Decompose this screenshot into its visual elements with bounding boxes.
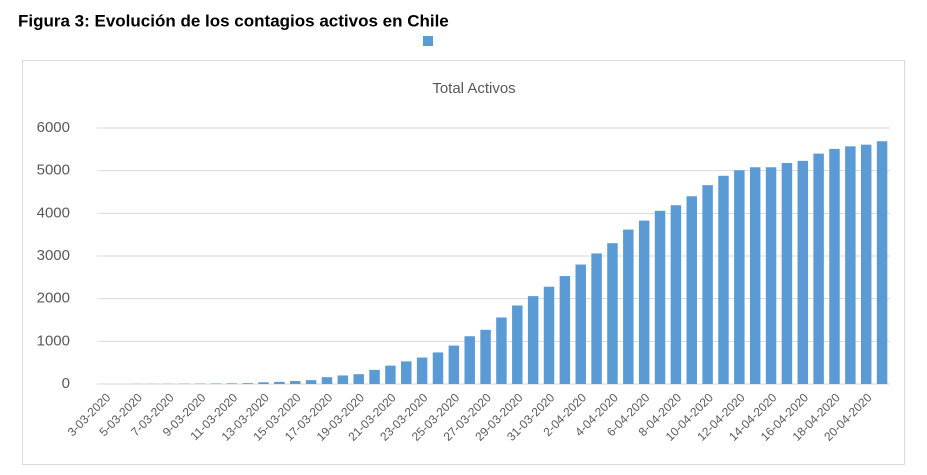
bar xyxy=(512,305,523,384)
bar xyxy=(385,365,396,384)
bar xyxy=(543,286,555,384)
y-tick-label: 3000 xyxy=(37,247,70,264)
bar xyxy=(496,317,507,384)
bar xyxy=(638,220,650,384)
bar xyxy=(353,374,364,384)
bar xyxy=(765,167,777,384)
y-tick-label: 2000 xyxy=(37,290,70,307)
bar xyxy=(860,144,872,384)
bar xyxy=(258,382,269,384)
bar xyxy=(575,264,586,384)
bar xyxy=(305,380,317,384)
bar xyxy=(432,352,444,384)
bar xyxy=(210,383,222,384)
bar xyxy=(464,336,475,384)
bar xyxy=(448,345,460,384)
bar xyxy=(749,167,761,384)
bar xyxy=(797,160,809,384)
heading: Figura 3: Evolución de los contagios act… xyxy=(18,11,449,30)
bar xyxy=(734,170,745,384)
y-tick-label: 0 xyxy=(62,375,70,392)
bar xyxy=(718,175,729,384)
bar xyxy=(829,148,840,384)
bar xyxy=(591,253,602,384)
bar xyxy=(527,296,539,384)
bar xyxy=(654,210,666,384)
chart-frame xyxy=(22,60,905,465)
bar xyxy=(781,162,793,384)
y-tick-label: 5000 xyxy=(37,162,70,179)
legend-swatch xyxy=(423,36,433,46)
bar xyxy=(226,383,238,384)
y-tick-label: 4000 xyxy=(37,204,70,221)
bar xyxy=(559,276,571,384)
bar xyxy=(337,375,349,384)
bar xyxy=(242,383,253,384)
bar xyxy=(607,243,618,384)
bar xyxy=(670,205,682,384)
bar xyxy=(416,357,428,384)
bar xyxy=(369,369,380,384)
bar xyxy=(623,229,634,384)
bar xyxy=(321,377,333,384)
bar xyxy=(480,329,491,384)
bar xyxy=(702,185,713,384)
bar xyxy=(274,381,285,384)
bar xyxy=(686,196,697,384)
bar xyxy=(401,361,412,384)
y-tick-label: 6000 xyxy=(37,119,70,136)
chart-title: Total Activos xyxy=(432,80,515,97)
bar xyxy=(290,381,301,384)
bar xyxy=(813,153,824,384)
bar xyxy=(845,146,856,384)
y-tick-label: 1000 xyxy=(37,332,70,349)
bar xyxy=(876,141,888,384)
